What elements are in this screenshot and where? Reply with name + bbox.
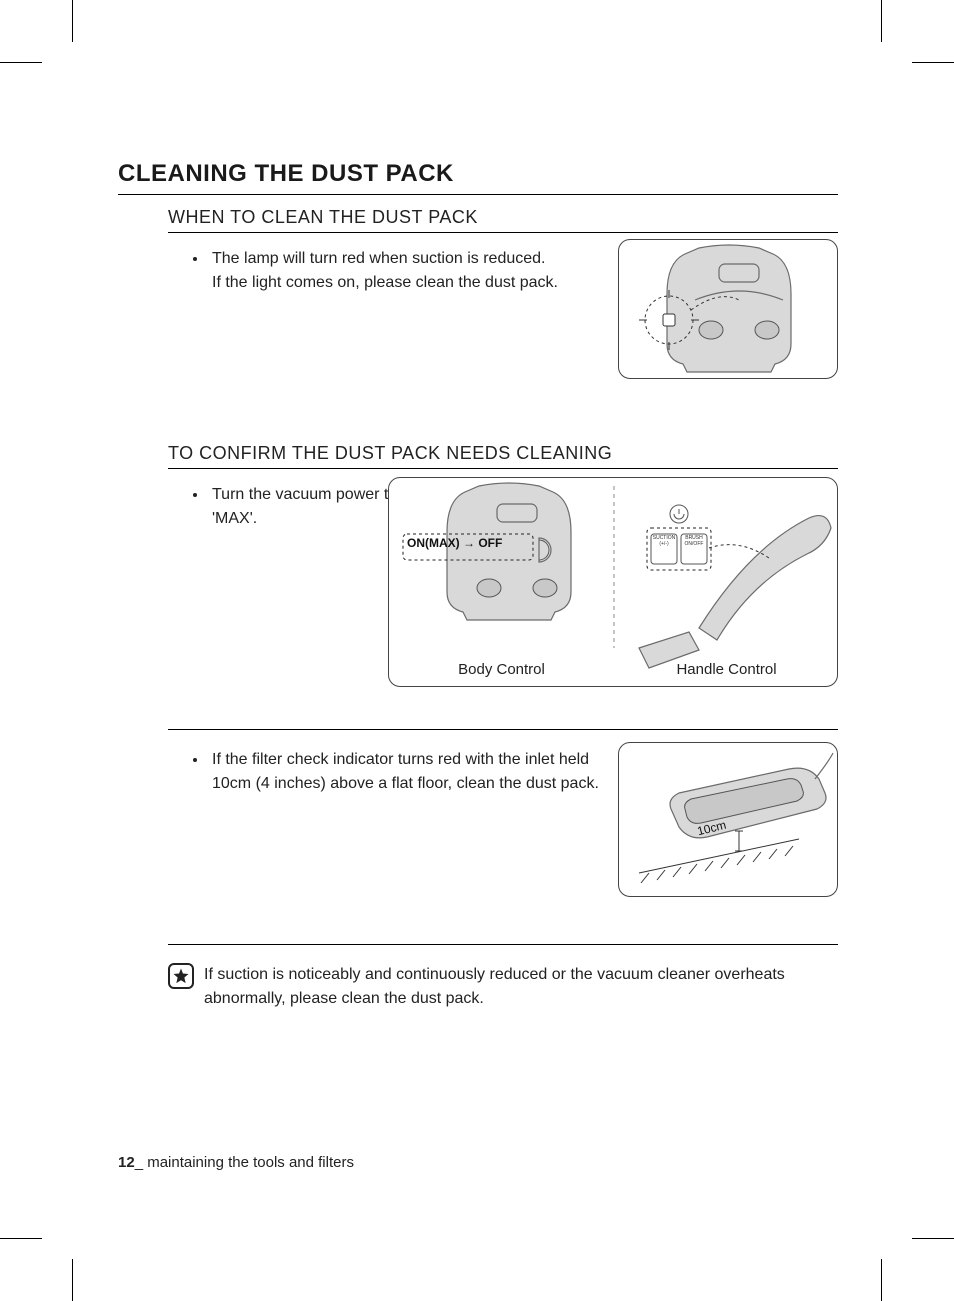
crop-mark	[881, 1259, 882, 1301]
page: CLEANING THE DUST PACK WHEN TO CLEAN THE…	[0, 0, 954, 1301]
divider	[168, 729, 838, 730]
section-confirm-body2: If the filter check indicator turns red …	[168, 748, 838, 918]
caption-handle-control: Handle Control	[614, 661, 839, 678]
divider	[168, 944, 838, 945]
content-area: CLEANING THE DUST PACK WHEN TO CLEAN THE…	[118, 160, 838, 1011]
crop-mark	[912, 62, 954, 63]
section-when-title: WHEN TO CLEAN THE DUST PACK	[168, 207, 838, 233]
crop-mark	[0, 1238, 42, 1239]
figure-10cm-floor: 10cm	[618, 742, 838, 897]
figure-lamp-indicator	[618, 239, 838, 379]
crop-mark	[72, 0, 73, 42]
section-confirm-title: TO CONFIRM THE DUST PACK NEEDS CLEANING	[168, 443, 838, 469]
note-row: If suction is noticeably and continuousl…	[168, 963, 838, 1011]
crop-mark	[881, 0, 882, 42]
page-footer: 12_ maintaining the tools and filters	[118, 1154, 354, 1171]
page-title: CLEANING THE DUST PACK	[118, 160, 838, 195]
crop-mark	[72, 1259, 73, 1301]
handle-button-brush: BRUSH ON/OFF	[681, 536, 707, 547]
caption-body-control: Body Control	[389, 661, 614, 678]
crop-mark	[912, 1238, 954, 1239]
bullet-turn-max: Turn the vacuum power to 'MAX'.	[208, 483, 408, 531]
section-when-body: The lamp will turn red when suction is r…	[168, 247, 838, 397]
handle-button-suction: SUCTION (+/-)	[651, 536, 677, 547]
bullet-10cm: If the filter check indicator turns red …	[208, 748, 628, 796]
page-number: 12	[118, 1154, 135, 1171]
bullet-lamp-red: The lamp will turn red when suction is r…	[208, 247, 588, 295]
star-icon	[168, 963, 194, 989]
label-on-max-off: ON(MAX) → OFF	[407, 536, 502, 550]
section-confirm-body1: Turn the vacuum power to 'MAX'.	[168, 483, 838, 703]
footer-text: _ maintaining the tools and filters	[135, 1154, 354, 1171]
note-text: If suction is noticeably and continuousl…	[204, 963, 838, 1011]
crop-mark	[0, 62, 42, 63]
figure-controls: ON(MAX) → OFF SUCTION (+/-) BRUSH ON/OFF…	[388, 477, 838, 687]
